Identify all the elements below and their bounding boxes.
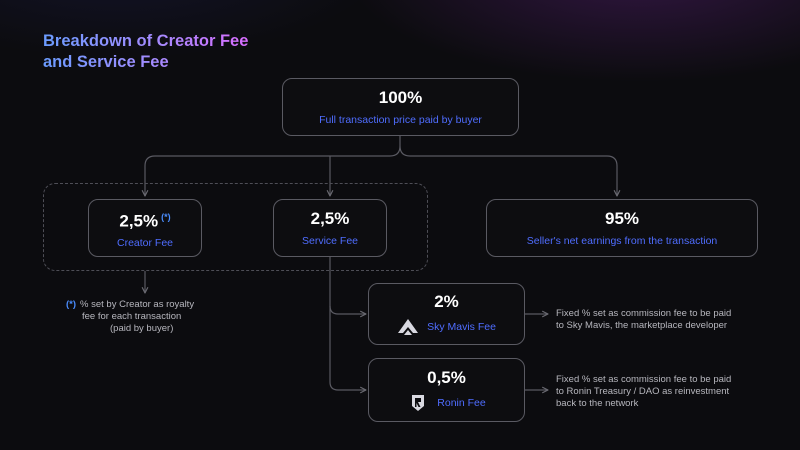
seller-earnings-box: 95% Seller's net earnings from the trans… xyxy=(486,199,758,257)
service-fee-box: 2,5% Service Fee xyxy=(273,199,387,257)
sky-mavis-fee-label: Sky Mavis Fee xyxy=(427,321,496,333)
service-fee-label: Service Fee xyxy=(301,235,359,247)
connector-split-bar xyxy=(144,145,618,167)
creator-note-line-3: (paid by buyer) xyxy=(110,323,174,334)
creator-fee-value: 2,5% xyxy=(119,211,159,231)
seller-earnings-value: 95% xyxy=(604,209,640,228)
ronin-note-line-3: back to the network xyxy=(556,398,639,409)
ronin-fee-note: Fixed % set as commission fee to be paid… xyxy=(556,374,786,410)
ronin-note-line-1: Fixed % set as commission fee to be paid xyxy=(556,374,732,385)
sky-mavis-fee-note: Fixed % set as commission fee to be paid… xyxy=(556,308,786,332)
sky-mavis-fee-value: 2% xyxy=(434,292,459,311)
sky-mavis-note-line-2: to Sky Mavis, the marketplace developer xyxy=(556,320,728,331)
sky-mavis-note-line-1: Fixed % set as commission fee to be paid xyxy=(556,308,732,319)
sky-mavis-fee-box: 2% Sky Mavis Fee xyxy=(368,283,525,345)
creator-fee-marker: (*) xyxy=(161,211,171,222)
ronin-logo-icon xyxy=(412,395,425,411)
root-value: 100% xyxy=(378,88,423,107)
creator-note-marker: (*) xyxy=(66,299,77,310)
seller-earnings-label: Seller's net earnings from the transacti… xyxy=(526,235,718,247)
connector-to-ronin xyxy=(329,306,366,390)
creator-fee-box: 2,5% (*) Creator Fee xyxy=(88,199,202,257)
ronin-fee-label: Ronin Fee xyxy=(437,397,486,409)
ronin-fee-value: 0,5% xyxy=(427,368,466,387)
root-label: Full transaction price paid by buyer xyxy=(319,114,482,126)
creator-fee-note: (*)% set by Creator as royalty fee for e… xyxy=(66,299,246,335)
ronin-fee-box: 0,5% Ronin Fee xyxy=(368,358,525,422)
creator-fee-group xyxy=(43,183,428,271)
service-fee-value: 2,5% xyxy=(310,209,350,228)
sky-mavis-logo-icon xyxy=(398,319,419,335)
creator-note-line-2: fee for each transaction xyxy=(82,311,182,322)
ronin-note-line-2: to Ronin Treasury / DAO as reinvestment xyxy=(556,386,730,397)
creator-note-line-1: % set by Creator as royalty xyxy=(80,299,195,310)
root-box: 100% Full transaction price paid by buye… xyxy=(282,78,519,136)
creator-fee-label: Creator Fee xyxy=(116,237,174,250)
